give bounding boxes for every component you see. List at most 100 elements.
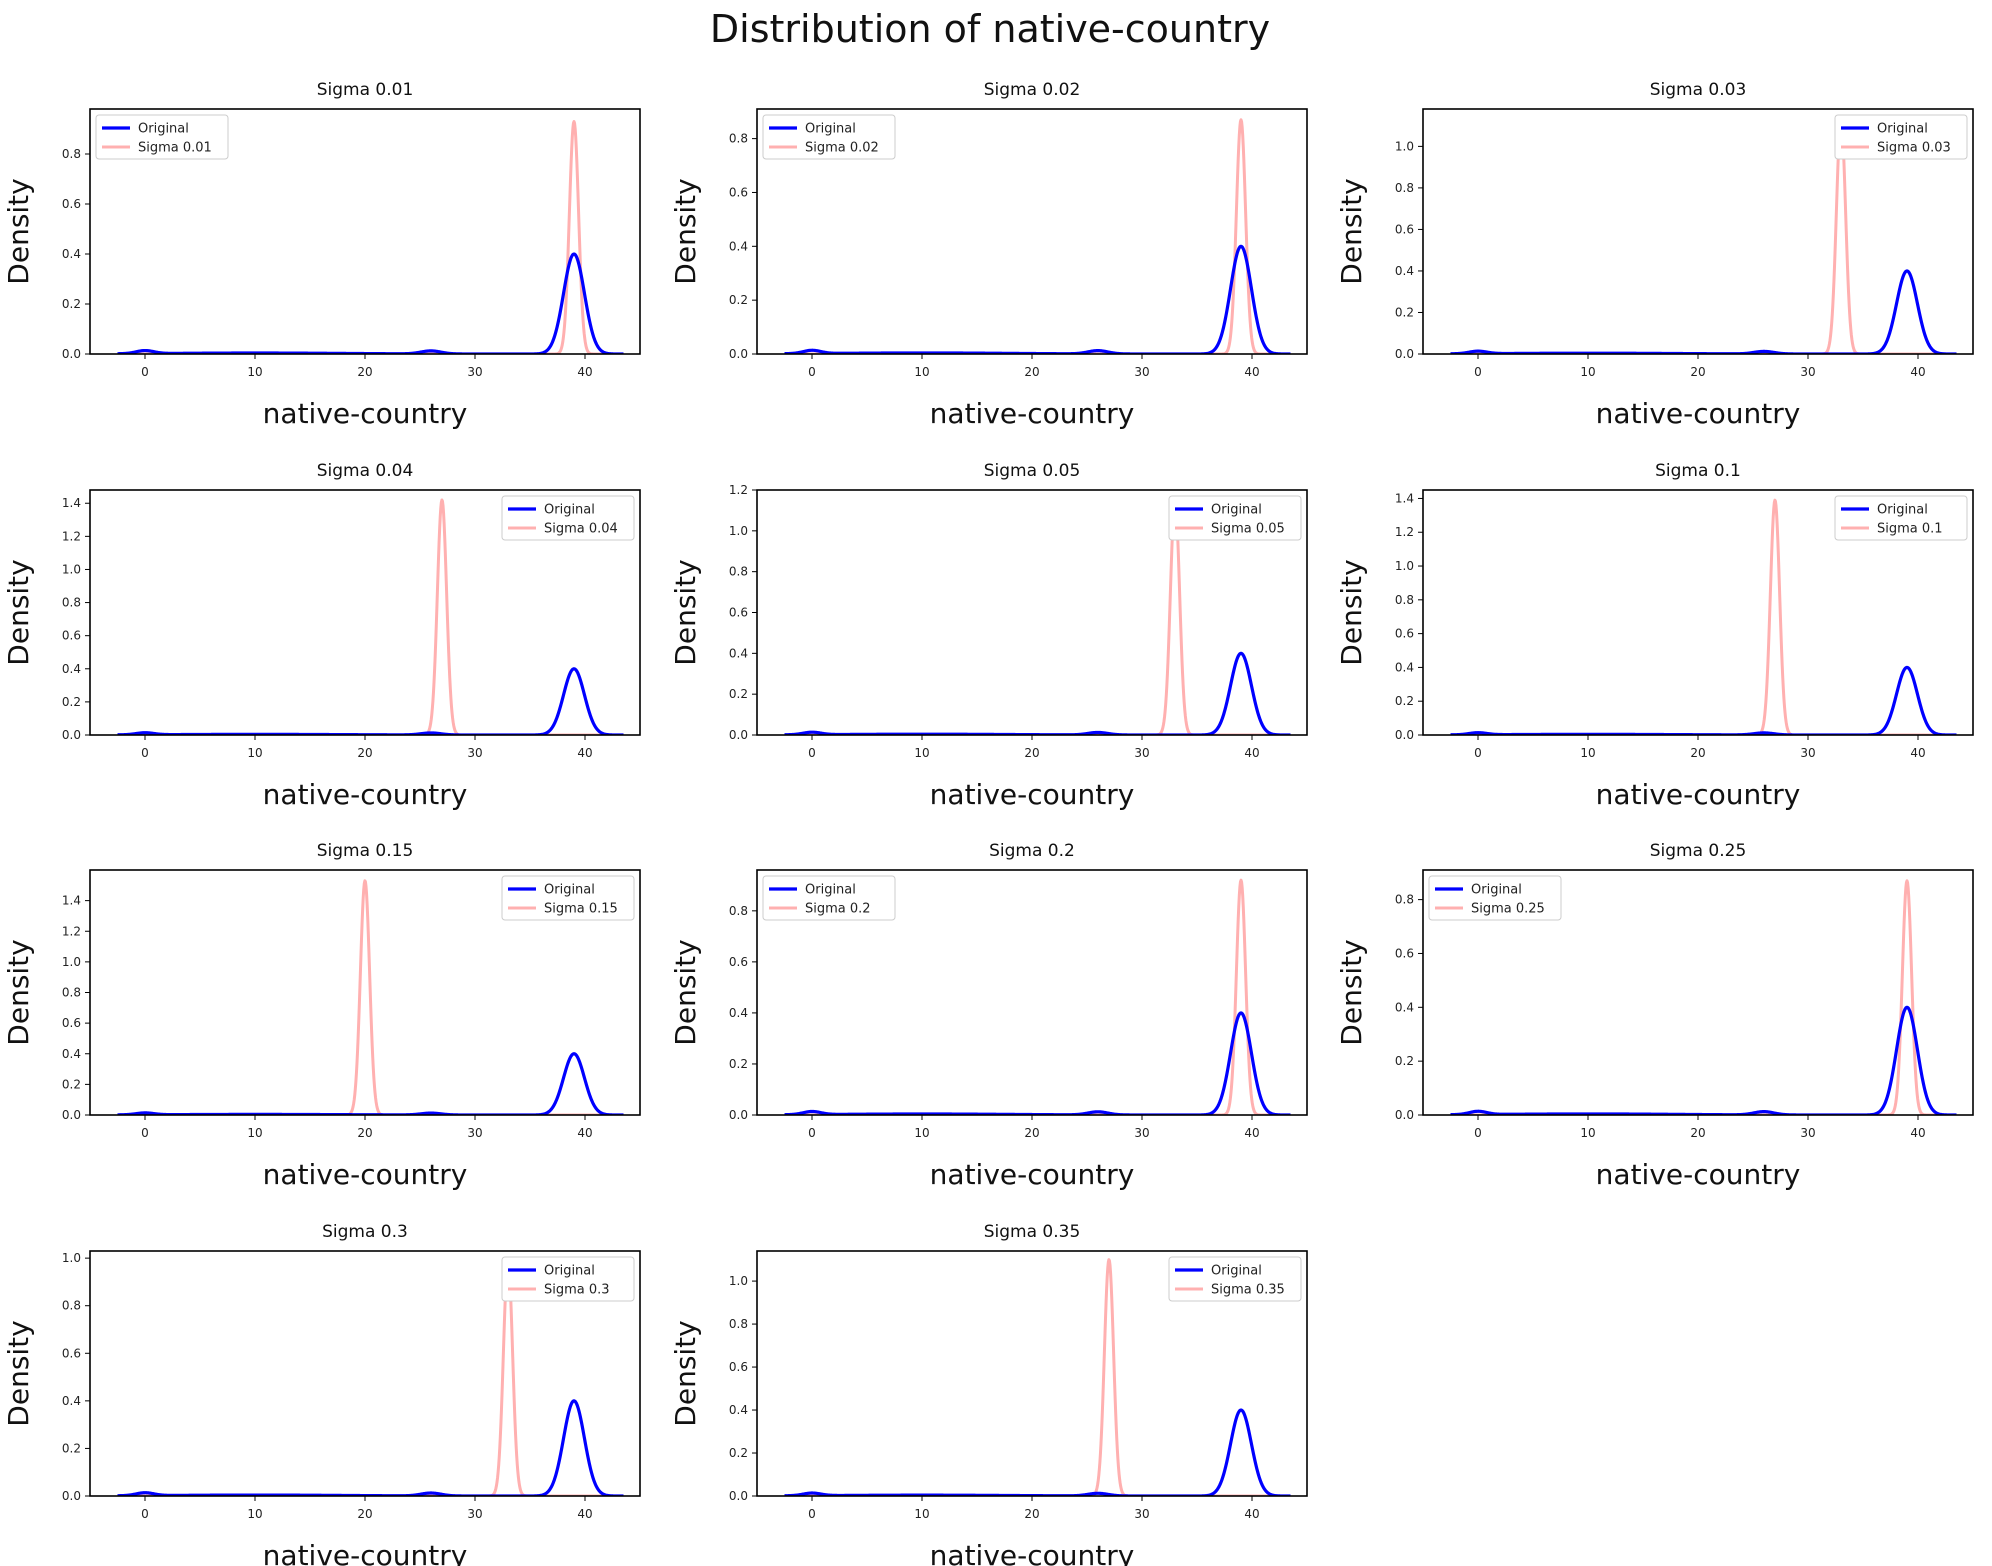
plot-frame [89, 489, 641, 736]
x-axis-label: native-country [930, 778, 1135, 811]
y-tick-label: 0.8 [62, 1299, 81, 1313]
series-line-original [783, 1408, 1292, 1496]
legend-label: Original [1471, 883, 1522, 898]
x-tick-label: 10 [914, 1507, 929, 1521]
subplot-title: Sigma 0.25 [1650, 841, 1747, 861]
x-tick-label: 30 [1134, 1507, 1149, 1521]
series-line-original [783, 651, 1292, 735]
series-line-original [783, 1011, 1292, 1115]
y-axis-label: Density [2, 939, 35, 1045]
subplot-title: Sigma 0.04 [317, 461, 414, 481]
subplot: Sigma 0.25 native-country Density 0 10 20 30 40… [1335, 841, 1974, 1191]
x-tick-label: 0 [1474, 1126, 1482, 1140]
subplot-title: Sigma 0.02 [984, 80, 1081, 100]
y-tick-label: 0.0 [62, 1489, 81, 1503]
y-axis-label: Density [2, 1320, 35, 1426]
series-line-original [783, 244, 1292, 354]
legend-label: Original [1211, 503, 1262, 518]
y-tick-label: 0.4 [1395, 1000, 1414, 1014]
legend-label: Sigma 0.01 [138, 141, 212, 156]
y-tick-label: 0.2 [729, 293, 748, 307]
x-tick-label: 30 [1134, 746, 1149, 760]
legend: Original Sigma 0.2 [762, 875, 896, 921]
y-tick-label: 0.6 [1395, 627, 1414, 641]
x-tick-label: 20 [357, 1507, 372, 1521]
x-tick-label: 40 [1910, 1126, 1925, 1140]
legend-label: Sigma 0.15 [544, 902, 618, 917]
x-tick-label: 30 [467, 746, 482, 760]
subplot-title: Sigma 0.05 [984, 461, 1081, 481]
legend: Original Sigma 0.15 [501, 875, 635, 921]
y-axis-label: Density [1335, 559, 1368, 665]
x-tick-label: 40 [577, 365, 592, 379]
series-line-noisy [116, 879, 625, 1115]
x-tick-label: 40 [1244, 365, 1259, 379]
x-tick-label: 0 [1474, 746, 1482, 760]
y-tick-label: 0.4 [729, 646, 748, 660]
y-tick-label: 0.0 [729, 1489, 748, 1503]
legend: Original Sigma 0.03 [1834, 114, 1968, 160]
legend-label: Original [1877, 122, 1928, 137]
legend: Original Sigma 0.35 [1168, 1256, 1302, 1302]
x-tick-label: 30 [467, 1507, 482, 1521]
x-tick-label: 10 [1580, 365, 1595, 379]
y-tick-label: 0.8 [62, 147, 81, 161]
x-tick-label: 20 [1024, 746, 1039, 760]
y-tick-label: 0.2 [729, 1057, 748, 1071]
legend: Original Sigma 0.05 [1168, 495, 1302, 541]
y-axis-label: Density [1335, 178, 1368, 284]
legend: Original Sigma 0.1 [1834, 495, 1968, 541]
y-tick-label: 0.4 [62, 1394, 81, 1408]
legend-label: Sigma 0.25 [1471, 902, 1545, 917]
y-tick-label: 1.2 [62, 529, 81, 543]
legend-label: Sigma 0.3 [544, 1283, 610, 1298]
x-tick-label: 40 [577, 746, 592, 760]
x-tick-label: 10 [914, 746, 929, 760]
y-tick-label: 0.8 [62, 596, 81, 610]
y-axis-label: Density [2, 559, 35, 665]
y-tick-label: 0.6 [729, 955, 748, 969]
y-tick-label: 0.4 [1395, 660, 1414, 674]
y-tick-label: 0.6 [729, 1360, 748, 1374]
y-axis-label: Density [1335, 939, 1368, 1045]
x-tick-label: 20 [357, 365, 372, 379]
plot-frame [756, 1250, 1308, 1497]
y-tick-label: 1.4 [1395, 491, 1414, 505]
x-tick-label: 20 [357, 1126, 372, 1140]
subplot: Sigma 0.04 native-country Density 0 10 20 30 40… [2, 461, 641, 811]
figure-title: Distribution of native-country [710, 7, 1270, 51]
y-tick-label: 0.2 [1395, 1054, 1414, 1068]
plot-frame [1422, 869, 1974, 1116]
subplot-title: Sigma 0.03 [1650, 80, 1747, 100]
y-tick-label: 0.4 [729, 1403, 748, 1417]
subplot-title: Sigma 0.35 [984, 1222, 1081, 1242]
legend-label: Original [544, 1264, 595, 1279]
legend-label: Sigma 0.04 [544, 522, 618, 537]
x-axis-label: native-country [930, 1539, 1135, 1566]
x-tick-label: 20 [1024, 1126, 1039, 1140]
y-tick-label: 0.6 [62, 1016, 81, 1030]
y-tick-label: 0.0 [62, 1108, 81, 1122]
plot-frame [89, 108, 641, 355]
y-tick-label: 0.0 [1395, 728, 1414, 742]
legend-label: Original [1877, 503, 1928, 518]
legend-label: Sigma 0.03 [1877, 141, 1951, 156]
legend-label: Original [805, 883, 856, 898]
x-tick-label: 0 [808, 1507, 816, 1521]
legend: Original Sigma 0.3 [501, 1256, 635, 1302]
x-tick-label: 0 [808, 365, 816, 379]
y-tick-label: 0.8 [1395, 893, 1414, 907]
y-tick-label: 0.8 [729, 904, 748, 918]
y-tick-label: 0.6 [1395, 946, 1414, 960]
subplot: Sigma 0.05 native-country Density 0 10 20 30 40… [669, 461, 1308, 811]
y-tick-label: 0.8 [1395, 181, 1414, 195]
legend: Original Sigma 0.01 [95, 114, 229, 160]
legend-label: Sigma 0.35 [1211, 1283, 1285, 1298]
y-axis-label: Density [669, 1320, 702, 1426]
y-tick-label: 0.6 [62, 629, 81, 643]
x-tick-label: 40 [1244, 746, 1259, 760]
x-tick-label: 20 [1024, 365, 1039, 379]
x-tick-label: 40 [577, 1507, 592, 1521]
subplot: Sigma 0.15 native-country Density 0 10 20 30 40… [2, 841, 641, 1191]
